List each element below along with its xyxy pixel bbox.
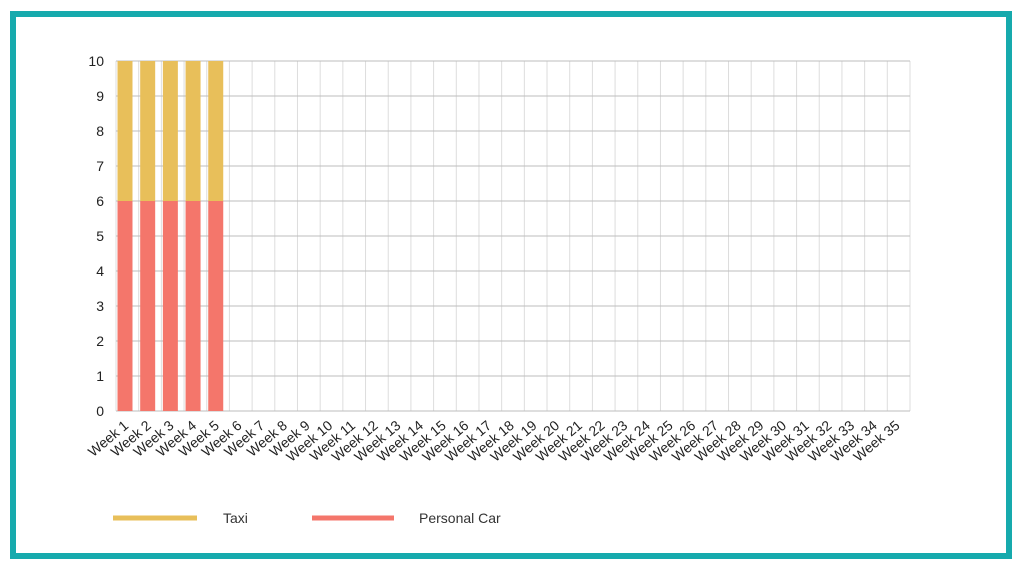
bar-taxi-1 <box>117 61 133 201</box>
y-tick-label: 0 <box>96 403 104 419</box>
bar-taxi-5 <box>208 61 224 201</box>
y-tick-label: 4 <box>96 263 104 279</box>
bar-personal-car-4 <box>185 201 201 411</box>
y-tick-label: 7 <box>96 158 104 174</box>
y-tick-label: 2 <box>96 333 104 349</box>
y-tick-label: 3 <box>96 298 104 314</box>
y-axis-ticks: 0 1 2 3 4 5 6 7 8 9 10 <box>88 53 104 419</box>
bar-personal-car-3 <box>162 201 178 411</box>
y-tick-label: 6 <box>96 193 104 209</box>
bar-taxi-3 <box>162 61 178 201</box>
legend-label-personal-car: Personal Car <box>419 510 501 526</box>
y-tick-label: 8 <box>96 123 104 139</box>
bar-taxi-2 <box>140 61 156 201</box>
legend: Taxi Personal Car <box>113 510 501 526</box>
bar-personal-car-2 <box>140 201 156 411</box>
grid <box>115 60 911 412</box>
bars <box>117 61 224 411</box>
bar-personal-car-1 <box>117 201 133 411</box>
legend-label-taxi: Taxi <box>223 510 248 526</box>
y-tick-label: 1 <box>96 368 104 384</box>
y-tick-label: 5 <box>96 228 104 244</box>
y-tick-label: 9 <box>96 88 104 104</box>
y-tick-label: 10 <box>88 53 104 69</box>
bar-personal-car-5 <box>208 201 224 411</box>
bar-taxi-4 <box>185 61 201 201</box>
